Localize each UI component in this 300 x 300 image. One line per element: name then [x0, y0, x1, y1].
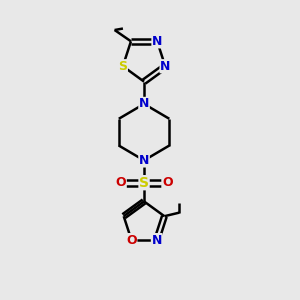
Text: N: N	[139, 98, 149, 110]
Text: O: O	[116, 176, 126, 189]
Text: N: N	[152, 234, 162, 247]
Text: S: S	[118, 60, 127, 73]
Text: O: O	[126, 234, 137, 247]
Text: S: S	[139, 176, 149, 190]
Text: N: N	[152, 35, 162, 48]
Text: O: O	[162, 176, 172, 189]
Text: N: N	[160, 60, 170, 73]
Text: N: N	[139, 154, 149, 167]
